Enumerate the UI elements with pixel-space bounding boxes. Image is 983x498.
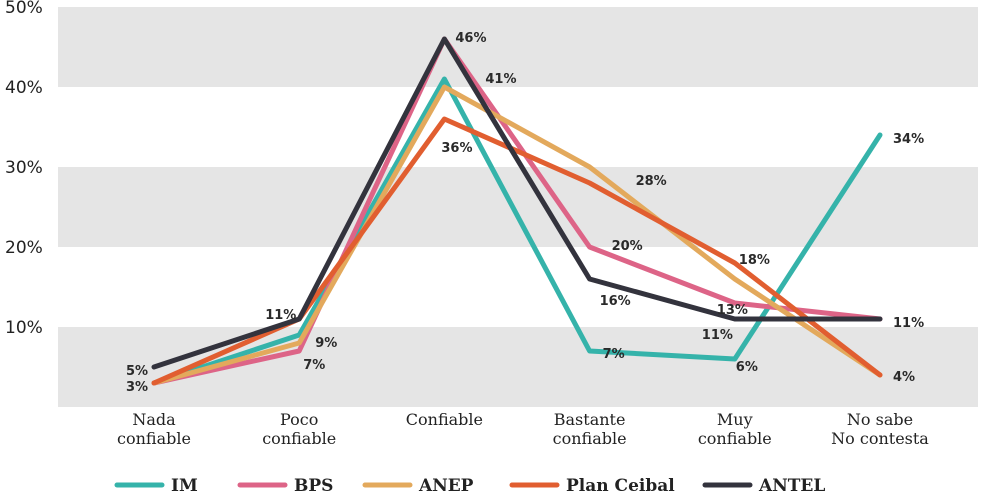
y-tick-label: 20% [5, 238, 43, 258]
background-bands [58, 7, 978, 407]
y-tick-label: 30% [5, 158, 43, 178]
data-label: 9% [315, 336, 337, 351]
grid-band [58, 167, 978, 247]
x-tick-label: confiable [117, 429, 191, 448]
x-tick-label: No contesta [831, 429, 929, 448]
grid-band [58, 7, 978, 87]
x-tick-label: Poco [280, 410, 318, 429]
x-tick-label: Bastante [554, 410, 626, 429]
data-label: 11% [893, 316, 924, 331]
x-tick-label: Nada [132, 410, 176, 429]
data-label: 11% [702, 328, 733, 343]
data-label: 34% [893, 132, 924, 147]
data-label: 46% [455, 31, 486, 46]
y-tick-label: 10% [5, 318, 43, 338]
series-line-anep [151, 84, 883, 386]
data-label: 13% [717, 303, 748, 318]
y-axis: 10% 20% 30% 40% 50% [5, 0, 43, 338]
legend-label: IM [171, 476, 198, 496]
x-tick-label: No sabe [847, 410, 913, 429]
data-label: 3% [126, 380, 148, 395]
x-tick-label: confiable [698, 429, 772, 448]
data-label: 7% [603, 347, 625, 362]
x-tick-label: confiable [262, 429, 336, 448]
data-label: 20% [612, 239, 643, 254]
data-label: 6% [736, 360, 758, 375]
legend-label: ANEP [418, 476, 474, 496]
y-tick-label: 40% [5, 78, 43, 98]
legend: IM BPS ANEP Plan Ceibal ANTEL [114, 476, 825, 496]
data-label: 5% [126, 364, 148, 379]
data-label: 28% [636, 174, 667, 189]
series-line-plan-ceibal [151, 116, 883, 386]
x-tick-label: Muy [717, 410, 753, 429]
data-label: 4% [893, 370, 915, 385]
y-tick-label: 50% [5, 0, 43, 18]
data-label: 41% [485, 72, 516, 87]
data-label: 18% [739, 253, 770, 268]
x-tick-label: confiable [553, 429, 627, 448]
series-line-bps [151, 36, 883, 386]
data-label: 16% [600, 294, 631, 309]
data-label: 7% [303, 358, 325, 373]
x-tick-label: Confiable [406, 410, 483, 429]
legend-label: Plan Ceibal [566, 476, 675, 496]
legend-label: ANTEL [758, 476, 825, 496]
legend-label: BPS [294, 476, 333, 496]
data-label: 36% [441, 141, 472, 156]
series-line-im [151, 76, 883, 386]
data-label: 11% [265, 308, 296, 323]
series-lines [151, 36, 883, 386]
data-labels: 5%3% 11% 9% 7% 46% 41% 36% 28% 20% 16% 7% 18% 13% 11%… [126, 31, 924, 395]
series-line-antel [151, 36, 883, 370]
